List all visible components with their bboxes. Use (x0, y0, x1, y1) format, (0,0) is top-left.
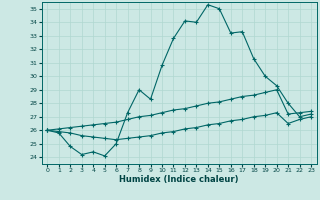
X-axis label: Humidex (Indice chaleur): Humidex (Indice chaleur) (119, 175, 239, 184)
